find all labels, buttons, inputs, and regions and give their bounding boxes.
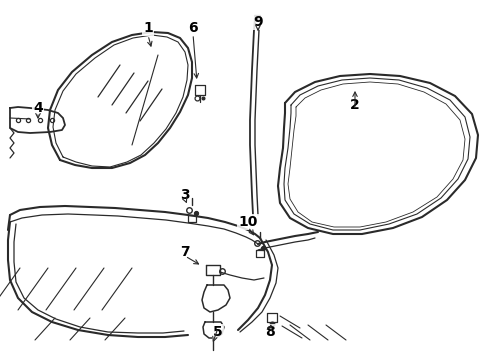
Text: 8: 8: [265, 325, 275, 339]
Text: 2: 2: [350, 98, 360, 112]
Text: 9: 9: [253, 15, 263, 29]
Text: 1: 1: [143, 21, 153, 35]
Text: 6: 6: [188, 21, 198, 35]
Text: 10: 10: [238, 215, 258, 229]
Text: 5: 5: [213, 325, 223, 339]
Text: 4: 4: [33, 101, 43, 115]
Text: 3: 3: [180, 188, 190, 202]
Text: 7: 7: [180, 245, 190, 259]
